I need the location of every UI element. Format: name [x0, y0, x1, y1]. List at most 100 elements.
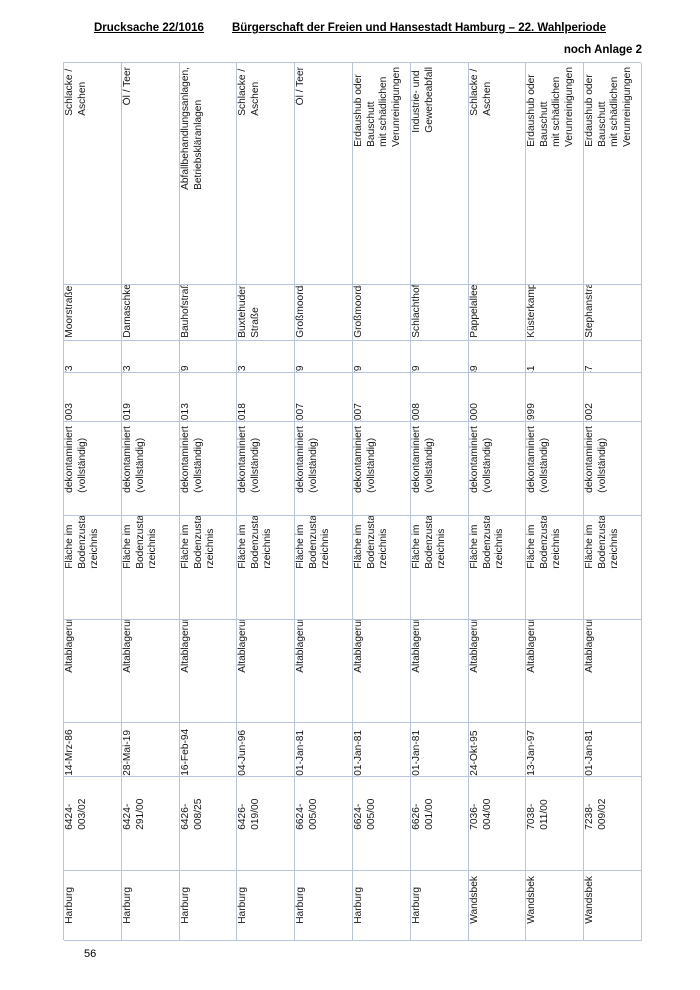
cell-abfallart-text: Schlacke / Aschen [468, 68, 493, 116]
cell-strasse: Moorstraße [64, 285, 121, 342]
cell-bezirk: Harburg [64, 870, 121, 941]
cell-jahr-text: 2003 [64, 402, 75, 423]
cell-bezirk-text: Harburg [179, 886, 191, 924]
cell-flaeche-im-bodenzustandsverzeichnis: Fläche im Bodenzustandsve rzeichnis [237, 516, 295, 620]
cell-flaeche-im-bodenzustandsverzeichnis: Fläche im Bodenzustandsve rzeichnis [121, 516, 179, 620]
cell-jahr-text: 2007 [352, 402, 364, 423]
cell-bezirk-text: Wandsbek [468, 875, 480, 924]
cell-art-text: Altablagerung [64, 619, 75, 673]
cell-flaeche-im-bodenzustandsverzeichnis: Fläche im Bodenzustandsve rzeichnis [584, 516, 641, 620]
cell-jahr-text: 2019 [121, 402, 133, 423]
cell-abfallart: Erdaushub oder Bauschutt mit schädlichen… [526, 63, 584, 286]
cell-jahr: 1999 [526, 372, 584, 423]
cell-flaeche-im-bodenzustandsverzeichnis: Fläche im Bodenzustandsve rzeichnis [295, 516, 352, 620]
cell-abfallart: Industrie- und Gewerbeabfall [410, 63, 468, 286]
cell-plz-text: 21073 [237, 341, 267, 372]
cell-registriernummer-text: 6424-003/02 [64, 798, 88, 830]
cell-bezirk: Harburg [352, 870, 410, 941]
cell-jahr-text: 2013 [179, 402, 191, 423]
cell-registriernummer: 6624-005/00 [295, 776, 352, 871]
cell-flaeche-im-bodenzustandsverzeichnis: Fläche im Bodenzustandsve rzeichnis [410, 516, 468, 620]
cell-art: Altablagerung [526, 619, 584, 723]
cell-sanierungsstatus-text: dekontaminiert (vollständig) [584, 426, 608, 493]
cell-plz-text: 21073 [64, 341, 94, 372]
table-row: Öl / Teer Damaschkestraße 21073 2019 dekonta… [121, 63, 180, 941]
cell-datum-text: 16-Feb-94 [179, 728, 191, 776]
cell-plz-text: 21079 [295, 341, 325, 372]
cell-abfallart: Schlacke / Aschen [237, 63, 295, 286]
cell-strasse-text: Großmoordamm [352, 285, 364, 339]
cell-sanierungsstatus: dekontaminiert (vollständig) [179, 422, 237, 517]
cell-registriernummer-text: 7038-011/00 [526, 799, 550, 830]
cell-art: Altablagerung [352, 619, 410, 723]
cell-art: Altablagerung [237, 619, 295, 723]
annex-label: noch Anlage 2 [563, 44, 642, 56]
cell-abfallart: Erdaushub oder Bauschutt mit schädlichen… [352, 63, 410, 286]
cell-bezirk-text: Harburg [237, 886, 249, 924]
cell-jahr-text: 1999 [526, 402, 538, 423]
cell-datum: 24-Okt-95 [468, 722, 526, 777]
cell-plz: 22047 [584, 341, 641, 373]
cell-registriernummer: 7036-004/00 [468, 776, 526, 871]
cell-art-text: Altablagerung [352, 619, 364, 673]
cell-flaeche-im-bodenzustandsverzeichnis: Fläche im Bodenzustandsve rzeichnis [64, 516, 121, 620]
cell-sanierungsstatus-text: dekontaminiert (vollständig) [410, 426, 435, 493]
header-line-primary: Drucksache 22/1016 Bürgerschaft der Freie… [0, 22, 700, 34]
cell-bezirk-text: Harburg [121, 886, 133, 924]
cell-bezirk: Wandsbek [468, 870, 526, 941]
cell-flaeche-im-bodenzustandsverzeichnis-text: Fläche im Bodenzustandsve rzeichnis [352, 516, 390, 570]
cell-strasse: Buxtehuder Straße [237, 285, 295, 342]
cell-abfallart-text: Schlacke / Aschen [64, 68, 88, 116]
cell-datum-text: 13-Jan-97 [526, 729, 538, 776]
cell-jahr-text: 2007 [295, 402, 307, 423]
cell-plz-text: 21073 [122, 341, 152, 372]
cell-bezirk-text: Wandsbek [526, 875, 538, 924]
cell-strasse-text: Schlachthofstraße [410, 285, 422, 339]
cell-art-text: Altablagerung [410, 619, 422, 673]
cell-bezirk-text: Harburg [64, 886, 75, 924]
cell-plz: 21079 [410, 341, 468, 373]
cell-art: Altablagerung [64, 619, 121, 723]
cell-art-text: Altablagerung [295, 619, 307, 673]
cell-abfallart-text: Erdaushub oder Bauschutt mit schädlichen… [584, 67, 633, 147]
cell-registriernummer: 6424-003/02 [64, 776, 121, 871]
cell-sanierungsstatus-text: dekontaminiert (vollständig) [237, 426, 261, 493]
cell-plz-text: 21079 [353, 341, 383, 372]
cell-registriernummer-text: 7238-009/02 [584, 798, 608, 830]
cell-sanierungsstatus-text: dekontaminiert (vollständig) [526, 426, 550, 493]
cell-jahr: 2000 [468, 372, 526, 423]
table-row: Industrie- und Gewerbeabfall Schlachthofs… [410, 63, 469, 941]
cell-registriernummer-text: 6426-008/25 [179, 798, 204, 830]
cell-art: Altablagerung [468, 619, 526, 723]
cell-sanierungsstatus: dekontaminiert (vollständig) [584, 422, 641, 517]
cell-registriernummer-text: 7036-004/00 [468, 798, 493, 830]
cell-art: Altablagerung [179, 619, 237, 723]
cell-datum: 01-Jan-81 [584, 722, 641, 777]
cell-flaeche-im-bodenzustandsverzeichnis-text: Fläche im Bodenzustandsve rzeichnis [468, 516, 505, 570]
cell-registriernummer: 6624-005/00 [352, 776, 410, 871]
cell-abfallart-text: Öl / Teer [295, 67, 307, 106]
cell-jahr: 2007 [352, 372, 410, 423]
cell-strasse-text: Pappelallee [468, 285, 480, 339]
cell-strasse-text: Stephanstraße [584, 285, 596, 339]
table-row: Öl / Teer Großmoordamm 21079 2007 dekontamin… [295, 63, 353, 941]
cell-datum: 14-Mrz-86 [64, 722, 121, 777]
cell-art-text: Altablagerung [468, 619, 480, 673]
cell-plz-text: 21079 [411, 341, 441, 372]
cell-jahr: 2003 [64, 372, 121, 423]
table-row: Erdaushub oder Bauschutt mit schädlichen… [584, 63, 642, 941]
cell-flaeche-im-bodenzustandsverzeichnis-text: Fläche im Bodenzustandsve rzeichnis [121, 516, 158, 570]
cell-bezirk-text: Harburg [295, 886, 307, 924]
cell-datum: 01-Jan-81 [410, 722, 468, 777]
cell-datum: 13-Jan-97 [526, 722, 584, 777]
cell-plz: 21079 [295, 341, 352, 373]
cell-flaeche-im-bodenzustandsverzeichnis-text: Fläche im Bodenzustandsve rzeichnis [526, 516, 563, 570]
cell-registriernummer: 6426-019/00 [237, 776, 295, 871]
cell-jahr: 2002 [584, 372, 641, 423]
cell-plz: 21073 [121, 341, 179, 373]
cell-abfallart-text: Industrie- und Gewerbeabfall [410, 67, 435, 133]
cell-registriernummer: 6426-008/25 [179, 776, 237, 871]
cell-sanierungsstatus: dekontaminiert (vollständig) [237, 422, 295, 517]
cell-art-text: Altablagerung [526, 619, 538, 673]
table-row: Schlacke / Aschen Moorstraße 21073 2003 deko… [64, 63, 122, 941]
